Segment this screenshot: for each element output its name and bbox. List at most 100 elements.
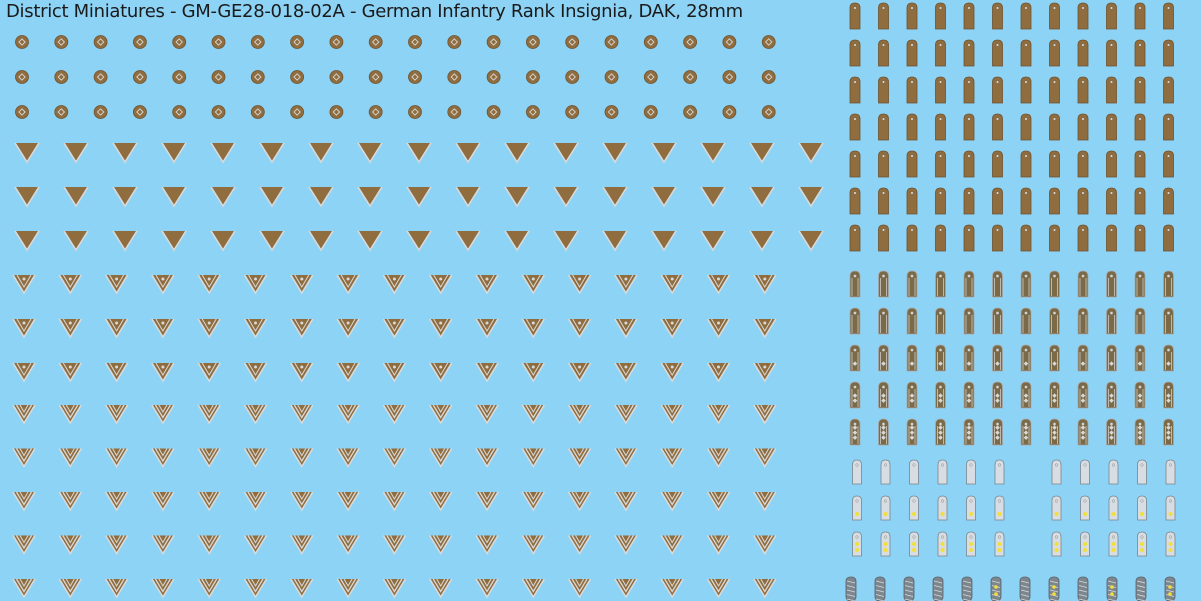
khaki-shoulder-strap-icon <box>1106 113 1117 141</box>
khaki-shoulder-strap-icon <box>1106 2 1117 30</box>
roundel-badge-icon <box>683 70 697 84</box>
roundel-badge-icon <box>486 105 501 119</box>
trimmed-shoulder-strap-icon <box>935 270 946 298</box>
double-chevron-icon <box>104 404 129 425</box>
chevron-icon <box>504 230 530 252</box>
double-chevron-icon <box>614 578 638 599</box>
grey-shoulder-strap-icon <box>966 459 976 485</box>
roundel-badge-icon <box>132 70 147 84</box>
chevron-star-icon <box>706 362 731 383</box>
trimmed-shoulder-strap-icon <box>1020 381 1032 409</box>
double-chevron-icon <box>614 404 638 425</box>
chevron-star-icon <box>243 274 268 295</box>
chevron-star-icon <box>104 318 129 339</box>
trimmed-shoulder-strap-icon <box>935 381 946 409</box>
double-chevron-icon <box>706 491 731 512</box>
grey-shoulder-strap-icon <box>1108 459 1119 485</box>
double-chevron-icon <box>382 404 407 425</box>
trimmed-shoulder-strap-icon <box>1049 307 1060 335</box>
khaki-shoulder-strap-icon <box>849 2 861 30</box>
khaki-shoulder-strap-icon <box>1049 187 1060 215</box>
double-chevron-icon <box>382 535 407 556</box>
khaki-shoulder-strap-icon <box>878 224 889 252</box>
khaki-shoulder-strap-icon <box>992 150 1003 178</box>
chevron-icon <box>112 142 138 164</box>
roundel-badge-icon <box>526 105 540 119</box>
trimmed-shoulder-strap-icon <box>1049 344 1060 372</box>
chevron-star-icon <box>382 318 407 339</box>
double-chevron-icon <box>336 535 360 556</box>
double-chevron-icon <box>290 404 314 425</box>
trimmed-shoulder-strap-icon <box>1049 270 1060 298</box>
double-chevron-icon <box>336 578 360 599</box>
double-chevron-icon <box>521 404 545 425</box>
double-chevron-icon <box>151 491 175 512</box>
double-chevron-icon <box>753 404 777 425</box>
grey-shoulder-strap-icon <box>1108 495 1119 521</box>
chevron-star-icon <box>290 318 314 339</box>
khaki-shoulder-strap-icon <box>1106 150 1117 178</box>
double-chevron-icon <box>104 491 129 512</box>
double-chevron-icon <box>567 448 592 469</box>
braided-shoulder-strap-icon <box>874 576 886 601</box>
khaki-shoulder-strap-icon <box>963 150 975 178</box>
chevron-icon <box>14 142 40 164</box>
double-chevron-icon <box>243 491 268 512</box>
chevron-icon <box>357 142 383 164</box>
grey-shoulder-strap-icon <box>852 495 862 521</box>
double-chevron-icon <box>243 535 268 556</box>
khaki-shoulder-strap-icon <box>1020 224 1032 252</box>
double-chevron-icon <box>660 404 684 425</box>
chevron-icon <box>161 230 187 252</box>
double-chevron-icon <box>382 448 407 469</box>
grey-shoulder-strap-icon <box>1137 531 1147 557</box>
roundel-badge-icon <box>54 105 69 119</box>
trimmed-shoulder-strap-icon <box>1163 418 1174 446</box>
chevron-star-icon <box>243 362 268 383</box>
chevron-star-icon <box>614 362 638 383</box>
chevron-star-icon <box>521 362 545 383</box>
khaki-shoulder-strap-icon <box>963 224 975 252</box>
double-chevron-icon <box>382 491 407 512</box>
khaki-shoulder-strap-icon <box>963 39 975 67</box>
trimmed-shoulder-strap-icon <box>963 381 975 409</box>
khaki-shoulder-strap-icon <box>1163 187 1174 215</box>
trimmed-shoulder-strap-icon <box>992 307 1003 335</box>
double-chevron-icon <box>753 535 777 556</box>
double-chevron-icon <box>706 578 731 599</box>
chevron-icon <box>602 142 628 164</box>
khaki-shoulder-strap-icon <box>1049 39 1060 67</box>
double-chevron-icon <box>243 448 268 469</box>
double-chevron-icon <box>475 404 499 425</box>
khaki-shoulder-strap-icon <box>992 2 1003 30</box>
chevron-star-icon <box>243 318 268 339</box>
trimmed-shoulder-strap-icon <box>1077 381 1089 409</box>
khaki-shoulder-strap-icon <box>1163 224 1174 252</box>
chevron-icon <box>455 230 481 252</box>
roundel-badge-icon <box>643 70 658 84</box>
grey-shoulder-strap-icon <box>937 495 948 521</box>
double-chevron-icon <box>12 448 36 469</box>
chevron-icon <box>112 186 138 208</box>
braided-shoulder-strap-icon <box>1019 576 1031 601</box>
double-chevron-icon <box>429 578 453 599</box>
chevron-star-icon <box>336 274 360 295</box>
double-chevron-icon <box>614 491 638 512</box>
khaki-shoulder-strap-icon <box>1134 224 1146 252</box>
chevron-icon <box>14 230 40 252</box>
trimmed-shoulder-strap-icon <box>963 418 975 446</box>
chevron-icon <box>308 230 334 252</box>
khaki-shoulder-strap-icon <box>1077 2 1089 30</box>
grey-shoulder-strap-icon <box>1051 459 1062 485</box>
roundel-badge-icon <box>93 70 108 84</box>
chevron-star-icon <box>12 362 36 383</box>
grey-shoulder-strap-icon <box>1137 459 1147 485</box>
trimmed-shoulder-strap-icon <box>1049 418 1060 446</box>
braided-shoulder-strap-icon <box>1048 576 1060 601</box>
roundel-badge-icon <box>329 35 344 49</box>
trimmed-shoulder-strap-icon <box>849 344 861 372</box>
roundel-badge-icon <box>683 35 697 49</box>
trimmed-shoulder-strap-icon <box>1134 381 1146 409</box>
roundel-badge-icon <box>408 35 422 49</box>
double-chevron-icon <box>336 491 360 512</box>
